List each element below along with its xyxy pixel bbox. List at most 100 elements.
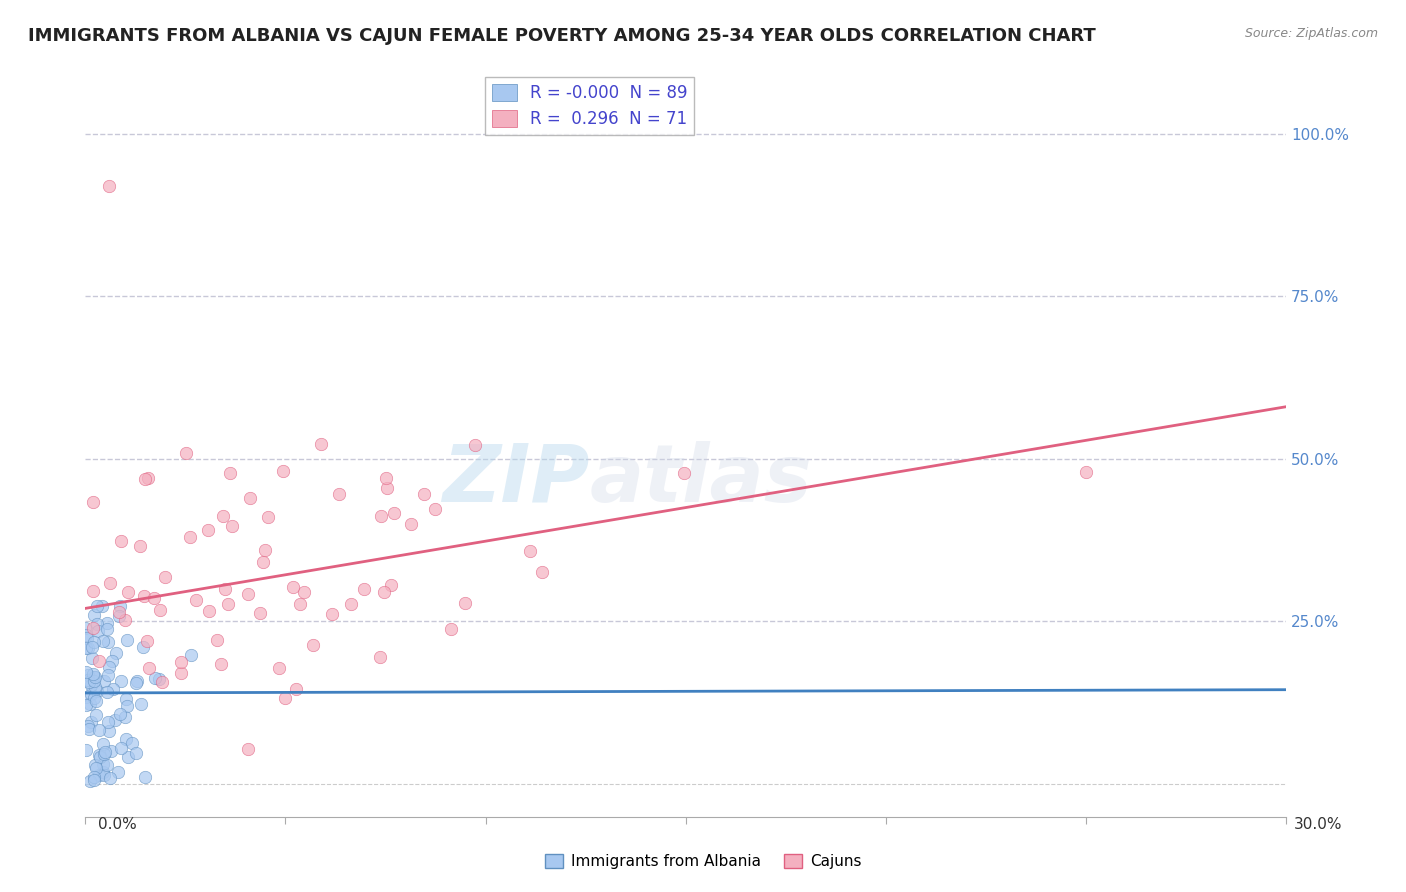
Point	[117, 750, 139, 764]
Point	[76, 641, 98, 656]
Point	[672, 466, 695, 480]
Point	[76, 673, 98, 687]
Point	[209, 657, 232, 672]
Point	[98, 723, 121, 738]
Point	[186, 592, 208, 607]
Point	[93, 768, 115, 782]
Point	[86, 617, 108, 632]
Point	[84, 694, 107, 708]
Point	[110, 740, 132, 755]
Point	[83, 773, 105, 788]
Point	[169, 665, 191, 680]
Point	[83, 670, 105, 684]
Point	[530, 565, 553, 579]
Point	[134, 589, 156, 603]
Text: Source: ZipAtlas.com: Source: ZipAtlas.com	[1244, 27, 1378, 40]
Point	[83, 770, 105, 784]
Point	[519, 543, 541, 558]
Point	[256, 509, 278, 524]
Point	[238, 587, 260, 601]
Text: 30.0%: 30.0%	[1295, 817, 1343, 831]
Point	[75, 622, 97, 636]
Point	[114, 613, 136, 627]
Text: 0.0%: 0.0%	[98, 817, 138, 831]
Point	[321, 607, 343, 621]
Point	[143, 591, 166, 605]
Point	[82, 621, 104, 635]
Legend: Immigrants from Albania, Cajuns: Immigrants from Albania, Cajuns	[538, 848, 868, 875]
Point	[75, 641, 97, 656]
Point	[125, 673, 148, 688]
Point	[136, 470, 159, 484]
Point	[89, 654, 111, 668]
Point	[84, 761, 107, 775]
Point	[83, 680, 105, 694]
Point	[108, 609, 131, 624]
Point	[108, 605, 131, 619]
Legend: R = -0.000  N = 89, R =  0.296  N = 71: R = -0.000 N = 89, R = 0.296 N = 71	[485, 77, 695, 135]
Point	[79, 687, 101, 701]
Point	[115, 731, 138, 746]
Point	[82, 583, 104, 598]
Point	[108, 599, 131, 613]
Point	[98, 772, 121, 786]
Point	[214, 582, 236, 596]
Point	[423, 502, 446, 516]
Point	[101, 654, 124, 668]
Point	[101, 682, 124, 697]
Point	[114, 710, 136, 724]
Point	[134, 472, 156, 486]
Point	[96, 684, 118, 698]
Point	[252, 555, 274, 569]
Point	[90, 599, 112, 613]
Point	[79, 697, 101, 711]
Point	[174, 445, 197, 459]
Point	[464, 438, 486, 452]
Point	[125, 675, 148, 690]
Point	[93, 747, 115, 761]
Point	[249, 606, 271, 620]
Point	[91, 737, 114, 751]
Point	[135, 634, 157, 648]
Point	[93, 674, 115, 689]
Point	[91, 764, 114, 779]
Point	[98, 178, 121, 193]
Point	[401, 516, 423, 531]
Point	[375, 481, 398, 495]
Point	[97, 634, 120, 648]
Point	[77, 674, 100, 689]
Point	[105, 646, 128, 660]
Point	[97, 668, 120, 682]
Point	[87, 624, 110, 639]
Point	[138, 661, 160, 675]
Point	[117, 698, 139, 713]
Point	[87, 768, 110, 782]
Point	[132, 640, 155, 654]
Point	[292, 585, 315, 599]
Point	[129, 539, 152, 553]
Point	[412, 486, 434, 500]
Point	[89, 750, 111, 764]
Point	[82, 495, 104, 509]
Point	[180, 648, 202, 662]
Point	[83, 634, 105, 648]
Point	[75, 690, 97, 705]
Point	[179, 530, 201, 544]
Point	[94, 745, 117, 759]
Point	[114, 692, 136, 706]
Point	[121, 736, 143, 750]
Point	[274, 691, 297, 706]
Point	[440, 622, 463, 636]
Point	[75, 665, 97, 679]
Point	[83, 608, 105, 623]
Point	[110, 673, 132, 688]
Point	[77, 723, 100, 737]
Point	[253, 543, 276, 558]
Point	[150, 675, 173, 690]
Point	[96, 758, 118, 772]
Point	[83, 674, 105, 689]
Point	[82, 650, 104, 665]
Text: ZIP: ZIP	[443, 441, 589, 519]
Point	[217, 597, 239, 611]
Point	[370, 508, 392, 523]
